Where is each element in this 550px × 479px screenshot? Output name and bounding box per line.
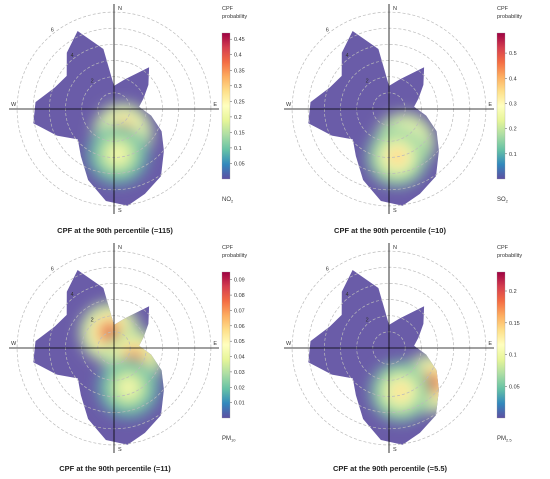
hotspot-1-layer-4 xyxy=(112,149,123,160)
caption-so2: CPF at the 90th percentile (=10) xyxy=(334,226,446,235)
compass-w: W xyxy=(286,341,292,347)
legend-title-line-1: CPF xyxy=(497,245,509,251)
colorbar-tick-label: 0.03 xyxy=(234,370,245,376)
colorbar xyxy=(221,32,231,180)
cpf-field xyxy=(33,270,164,445)
compass-e: E xyxy=(213,341,217,347)
caption-pm10: CPF at the 90th percentile (=11) xyxy=(59,464,171,473)
radial-label-6: 6 xyxy=(51,267,54,273)
radial-label-6: 6 xyxy=(326,28,329,34)
radial-label-2: 2 xyxy=(366,79,369,85)
legend-title-line-1: CPF xyxy=(222,245,234,251)
colorbar-tick-label: 0.1 xyxy=(509,353,517,359)
cpf-field xyxy=(33,31,164,206)
radial-label-4: 4 xyxy=(71,292,74,298)
legend-title-line-2: probability xyxy=(497,253,522,259)
cpf-field xyxy=(308,270,439,445)
pollutant-label: NO2 xyxy=(222,197,234,204)
radial-label-2: 2 xyxy=(91,79,94,85)
compass-e: E xyxy=(213,102,217,108)
pollutant-label: PM10 xyxy=(222,436,236,443)
colorbar-tick-label: 0.05 xyxy=(234,339,245,345)
legend-title-line-2: probability xyxy=(222,253,247,259)
hotspot-2-layer-4 xyxy=(123,382,134,393)
compass-n: N xyxy=(118,6,122,12)
compass-e: E xyxy=(488,341,492,347)
colorbar-tick-label: 0.35 xyxy=(234,68,245,74)
radial-label-4: 4 xyxy=(346,292,349,298)
pollutant-label: PM2.5 xyxy=(497,436,512,443)
panel-no2: N E S W 2 4 6 CPF probability 0.05 0.1 0.15 0.2 0.25 0… xyxy=(0,0,275,239)
colorbar-tick-label: 0.2 xyxy=(509,127,517,133)
radial-label-2: 2 xyxy=(91,318,94,324)
colorbar-tick-label: 0.08 xyxy=(234,293,245,299)
colorbar xyxy=(496,271,506,419)
colorbar-tick-label: 0.1 xyxy=(509,152,517,158)
colorbar-tick-label: 0.5 xyxy=(509,51,517,57)
compass-w: W xyxy=(11,102,17,108)
caption-no2: CPF at the 90th percentile (=115) xyxy=(57,226,173,235)
compass-n: N xyxy=(393,245,397,251)
panel-so2: N E S W 2 4 6 CPF probability 0.1 0.2 0.3 0.4 0.5 SO2 … xyxy=(275,0,550,239)
colorbar-tick-label: 0.07 xyxy=(234,308,245,314)
polar-plot-no2: N E S W 2 4 6 CPF probability 0.05 0.1 0.15 0.2 0.25 0… xyxy=(9,4,247,214)
colorbar-tick-label: 0.05 xyxy=(234,162,245,168)
cpf-background xyxy=(308,31,439,206)
compass-w: W xyxy=(11,341,17,347)
compass-n: N xyxy=(393,6,397,12)
hotspot-1-layer-4 xyxy=(395,386,406,397)
colorbar xyxy=(221,271,231,419)
compass-s: S xyxy=(393,208,397,214)
colorbar-tick-label: 0.04 xyxy=(234,355,245,361)
compass-s: S xyxy=(118,208,122,214)
polar-plot-so2: N E S W 2 4 6 CPF probability 0.1 0.2 0.3 0.4 0.5 SO2 xyxy=(284,4,522,214)
colorbar-tick-label: 0.3 xyxy=(234,84,242,90)
legend-title-line-2: probability xyxy=(497,14,522,20)
colorbar-tick-label: 0.15 xyxy=(509,321,520,327)
colorbar-tick-label: 0.09 xyxy=(234,278,245,284)
cpf-background xyxy=(308,270,439,445)
compass-s: S xyxy=(393,447,397,453)
compass-w: W xyxy=(286,102,292,108)
pollutant-label: SO2 xyxy=(497,197,509,204)
compass-n: N xyxy=(118,245,122,251)
colorbar-tick-label: 0.4 xyxy=(509,76,517,82)
radial-label-6: 6 xyxy=(326,267,329,273)
colorbar-tick-label: 0.05 xyxy=(509,384,520,390)
colorbar xyxy=(496,32,506,180)
colorbar-tick-label: 0.01 xyxy=(234,401,245,407)
colorbar-tick-label: 0.02 xyxy=(234,385,245,391)
colorbar-tick-label: 0.3 xyxy=(509,102,517,108)
polar-plot-pm10: N E S W 2 4 6 CPF probability 0.01 0.02 0.03 0.04 0.0… xyxy=(9,243,247,453)
legend-title-line-2: probability xyxy=(222,14,247,20)
colorbar-tick-label: 0.15 xyxy=(234,130,245,136)
panel-pm25: N E S W 2 4 6 CPF probability 0.05 0.1 0.15 0.2 PM2.5… xyxy=(275,239,550,478)
radial-label-4: 4 xyxy=(71,53,74,59)
polar-plot-pm25: N E S W 2 4 6 CPF probability 0.05 0.1 0.15 0.2 PM2.5 xyxy=(284,243,522,453)
panel-pm10: N E S W 2 4 6 CPF probability 0.01 0.02 0.03 0.04 0.0… xyxy=(0,239,275,478)
radial-label-2: 2 xyxy=(366,318,369,324)
colorbar-tick-label: 0.25 xyxy=(234,99,245,105)
caption-pm25: CPF at the 90th percentile (=5.5) xyxy=(333,464,447,473)
cpf-field xyxy=(308,31,439,206)
compass-s: S xyxy=(118,447,122,453)
colorbar-tick-label: 0.2 xyxy=(509,289,517,295)
compass-e: E xyxy=(488,102,492,108)
legend-title-line-1: CPF xyxy=(222,6,234,12)
radial-label-4: 4 xyxy=(346,53,349,59)
colorbar-tick-label: 0.06 xyxy=(234,324,245,330)
colorbar-tick-label: 0.2 xyxy=(234,115,242,121)
colorbar-tick-label: 0.45 xyxy=(234,37,245,43)
legend-title-line-1: CPF xyxy=(497,6,509,12)
radial-label-6: 6 xyxy=(51,28,54,34)
colorbar-tick-label: 0.1 xyxy=(234,146,242,152)
colorbar-tick-label: 0.4 xyxy=(234,53,242,59)
